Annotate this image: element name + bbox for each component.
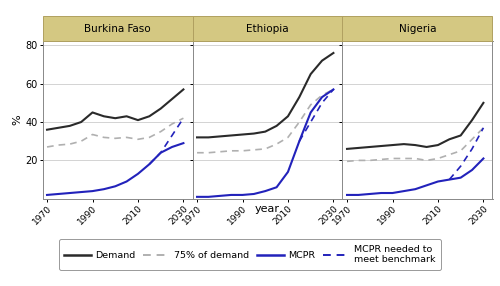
Text: Burkina Faso: Burkina Faso — [84, 24, 151, 33]
Text: year: year — [255, 204, 280, 214]
Legend: Demand, 75% of demand, MCPR, MCPR needed to
meet benchmark: Demand, 75% of demand, MCPR, MCPR needed… — [58, 239, 442, 270]
Y-axis label: %: % — [12, 115, 22, 126]
Text: Nigeria: Nigeria — [399, 24, 436, 33]
Text: Ethiopia: Ethiopia — [246, 24, 289, 33]
